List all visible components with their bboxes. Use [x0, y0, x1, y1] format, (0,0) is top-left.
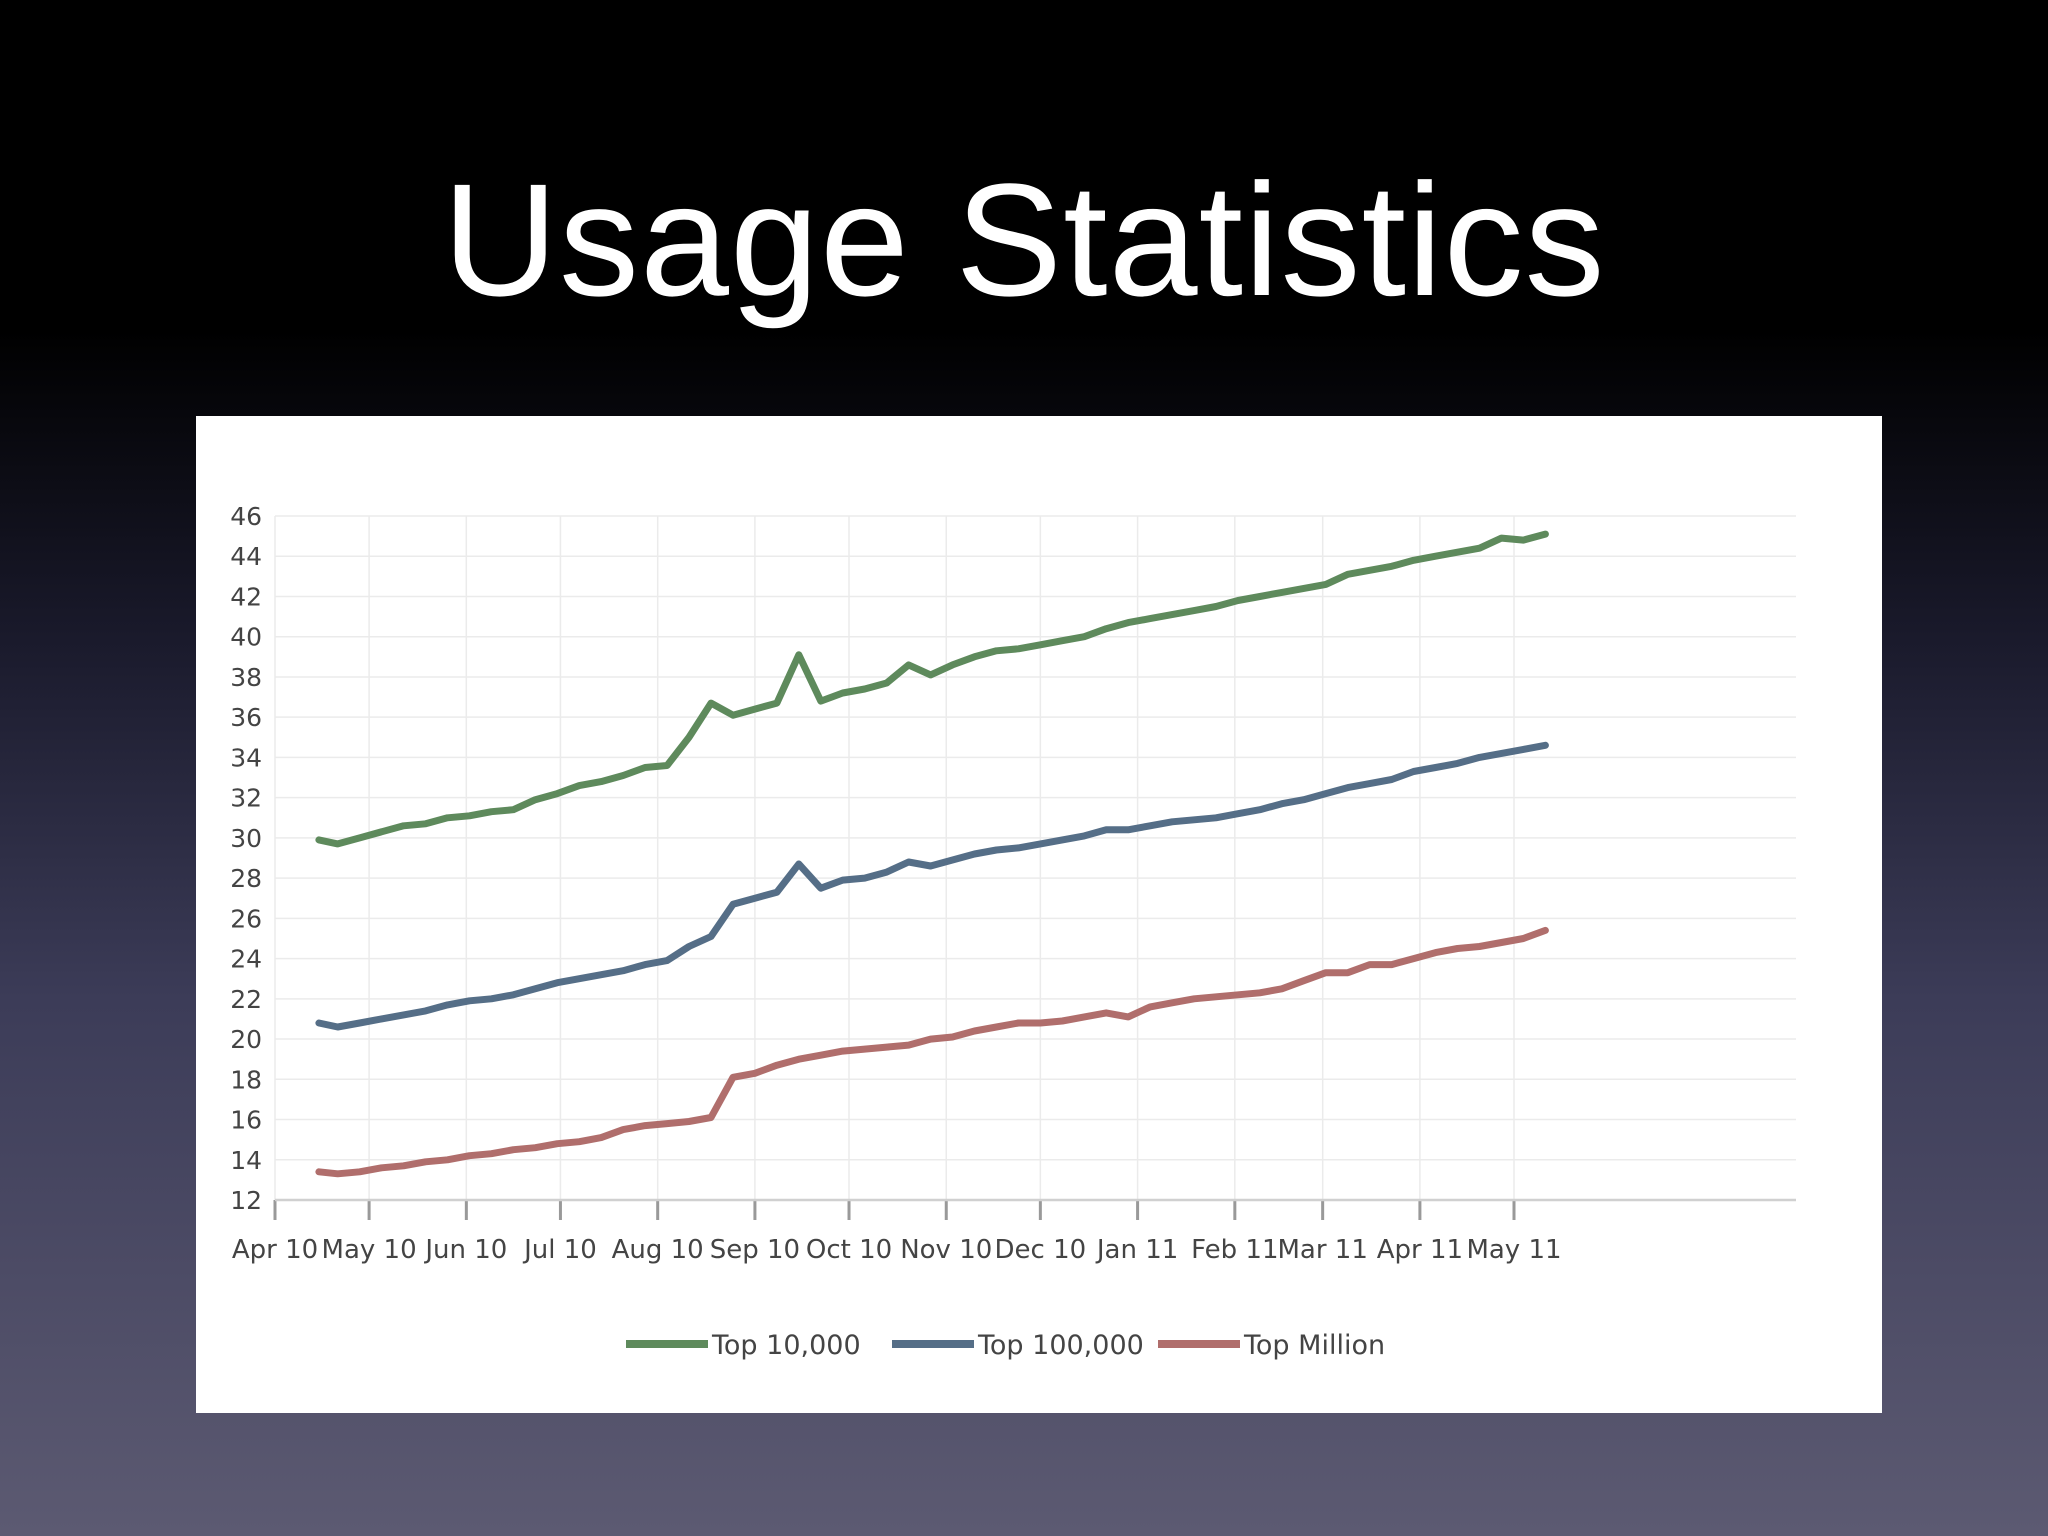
- y-tick-label: 36: [230, 703, 262, 732]
- x-tick-label: Aug 10: [612, 1235, 704, 1265]
- y-tick-label: 28: [230, 864, 262, 893]
- y-tick-label: 38: [230, 663, 262, 692]
- x-tick-label: Nov 10: [900, 1235, 992, 1265]
- y-tick-label: 14: [230, 1146, 262, 1175]
- legend-label-top-million: Top Million: [1243, 1330, 1385, 1361]
- x-tick-label: Jul 10: [522, 1235, 597, 1265]
- y-tick-label: 20: [230, 1025, 262, 1054]
- y-tick-label: 30: [230, 824, 262, 853]
- x-tick-label: Mar 11: [1277, 1235, 1367, 1265]
- legend-label-top-10-000: Top 10,000: [711, 1330, 861, 1361]
- x-tick-label: Feb 11: [1191, 1235, 1278, 1265]
- series-lines: [315, 530, 1549, 1178]
- usage-line-chart: 12 14 16 18 20 22 24 26 28 30 32 34 36 38 40 42 44 46 Apr …: [230, 502, 1796, 1361]
- y-tick-label: 34: [230, 743, 262, 772]
- y-tick-label: 16: [230, 1106, 262, 1135]
- axes: 12 14 16 18 20 22 24 26 28 30 32 34 36 38 40 42 44 46 Apr …: [230, 502, 1796, 1265]
- legend: Top 10,000 Top 100,000 Top Million: [626, 1330, 1385, 1361]
- series-line-top-million: [315, 926, 1549, 1178]
- y-tick-label: 42: [230, 582, 262, 611]
- y-tick-label: 32: [230, 784, 262, 813]
- legend-label-top-100-000: Top 100,000: [977, 1330, 1144, 1361]
- x-tick-label: Apr 11: [1377, 1235, 1463, 1265]
- x-tick-label: May 11: [1466, 1235, 1561, 1265]
- series-line-top-10-000: [315, 530, 1549, 848]
- y-tick-label: 18: [230, 1065, 262, 1094]
- x-tick-label: Jun 10: [423, 1235, 507, 1265]
- y-tick-label: 46: [230, 502, 262, 531]
- slide-title: Usage Statistics: [442, 150, 1606, 329]
- y-tick-label: 24: [230, 945, 262, 974]
- x-tick-label: Sep 10: [710, 1235, 800, 1265]
- x-tick-label: Dec 10: [995, 1235, 1087, 1265]
- y-tick-label: 40: [230, 623, 262, 652]
- y-tick-label: 12: [230, 1186, 262, 1215]
- x-tick-label: May 10: [322, 1235, 417, 1265]
- series-line-top-100-000: [315, 741, 1549, 1031]
- y-tick-label: 26: [230, 904, 262, 933]
- x-tick-label: Jan 11: [1095, 1235, 1178, 1265]
- chart-card: 12 14 16 18 20 22 24 26 28 30 32 34 36 38 40 42 44 46 Apr …: [196, 416, 1882, 1413]
- y-tick-label: 22: [230, 985, 262, 1014]
- grid: [274, 515, 1796, 1200]
- x-tick-label: Apr 10: [232, 1235, 318, 1265]
- y-tick-label: 44: [230, 542, 262, 571]
- x-tick-label: Oct 10: [806, 1235, 892, 1265]
